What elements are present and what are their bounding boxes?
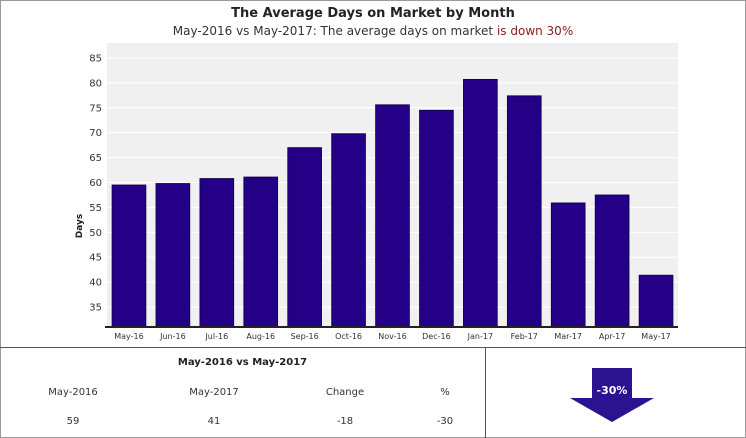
x-tick-label: Mar-17 bbox=[554, 332, 582, 341]
y-tick-label: 50 bbox=[89, 228, 102, 239]
bar-chart: 35 40 45 50 55 60 65 70 75 80 85 May-16 Jun-16 Jul-1… bbox=[75, 43, 678, 341]
comparison-header-may-2016: May-2016 bbox=[48, 387, 98, 398]
bar bbox=[463, 78, 498, 328]
percent-change-label: -30% bbox=[597, 384, 628, 397]
x-tick-label: Jul-16 bbox=[204, 332, 228, 341]
comparison-header-change: Change bbox=[325, 387, 365, 398]
section-divider bbox=[0, 347, 746, 348]
comparison-header-percent: % bbox=[440, 387, 450, 398]
bar bbox=[375, 104, 410, 328]
bar bbox=[199, 178, 235, 328]
bar bbox=[243, 176, 279, 328]
bar bbox=[550, 202, 586, 328]
x-tick-label: Apr-17 bbox=[599, 332, 625, 341]
comparison-title: May-2016 vs May-2017 bbox=[177, 357, 308, 368]
bar bbox=[155, 183, 191, 328]
bar bbox=[506, 95, 542, 328]
y-tick-label: 40 bbox=[89, 278, 102, 289]
chart-title: The Average Days on Market by Month bbox=[231, 6, 515, 21]
chart-subtitle: May-2016 vs May-2017: The average days o… bbox=[0, 24, 746, 38]
comparison-value-may-2017: 41 bbox=[207, 416, 221, 427]
column-divider bbox=[485, 347, 486, 438]
down-arrow-shape bbox=[570, 368, 654, 422]
x-tick-label: Sep-16 bbox=[291, 332, 319, 341]
y-tick-label: 60 bbox=[89, 178, 102, 189]
x-tick-label: Aug-16 bbox=[246, 332, 275, 341]
comparison-value-percent: -30 bbox=[436, 416, 454, 427]
bar bbox=[419, 109, 454, 328]
bar bbox=[287, 147, 322, 328]
x-tick-label: May-16 bbox=[114, 332, 143, 341]
x-tick-label: Oct-16 bbox=[335, 332, 362, 341]
bar bbox=[594, 194, 630, 328]
subtitle-prefix: May-2016 vs May-2017: The average days o… bbox=[172, 24, 494, 38]
y-tick-label: 65 bbox=[89, 153, 102, 164]
comparison-header-may-2017: May-2017 bbox=[189, 387, 239, 398]
y-axis-label: Days bbox=[75, 214, 85, 239]
bar bbox=[111, 184, 147, 328]
subtitle-highlight: is down 30% bbox=[496, 24, 574, 38]
x-tick-label: Feb-17 bbox=[511, 332, 538, 341]
x-tick-label: Jan-17 bbox=[467, 332, 493, 341]
y-tick-label: 75 bbox=[89, 103, 102, 114]
bar bbox=[331, 133, 366, 328]
x-tick-label: Nov-16 bbox=[378, 332, 406, 341]
y-tick-label: 55 bbox=[89, 203, 102, 214]
y-tick-label: 45 bbox=[89, 253, 102, 264]
y-tick-label: 80 bbox=[89, 78, 102, 89]
bar bbox=[638, 274, 674, 328]
down-arrow-icon: -30% bbox=[570, 368, 654, 422]
x-tick-label: Dec-16 bbox=[422, 332, 451, 341]
x-tick-label: May-17 bbox=[641, 332, 670, 341]
y-tick-label: 70 bbox=[89, 128, 102, 139]
y-tick-label: 85 bbox=[89, 53, 102, 64]
x-tick-label: Jun-16 bbox=[159, 332, 186, 341]
y-tick-label: 35 bbox=[89, 303, 102, 314]
comparison-value-may-2016: 59 bbox=[66, 416, 80, 427]
comparison-value-change: -18 bbox=[336, 416, 354, 427]
